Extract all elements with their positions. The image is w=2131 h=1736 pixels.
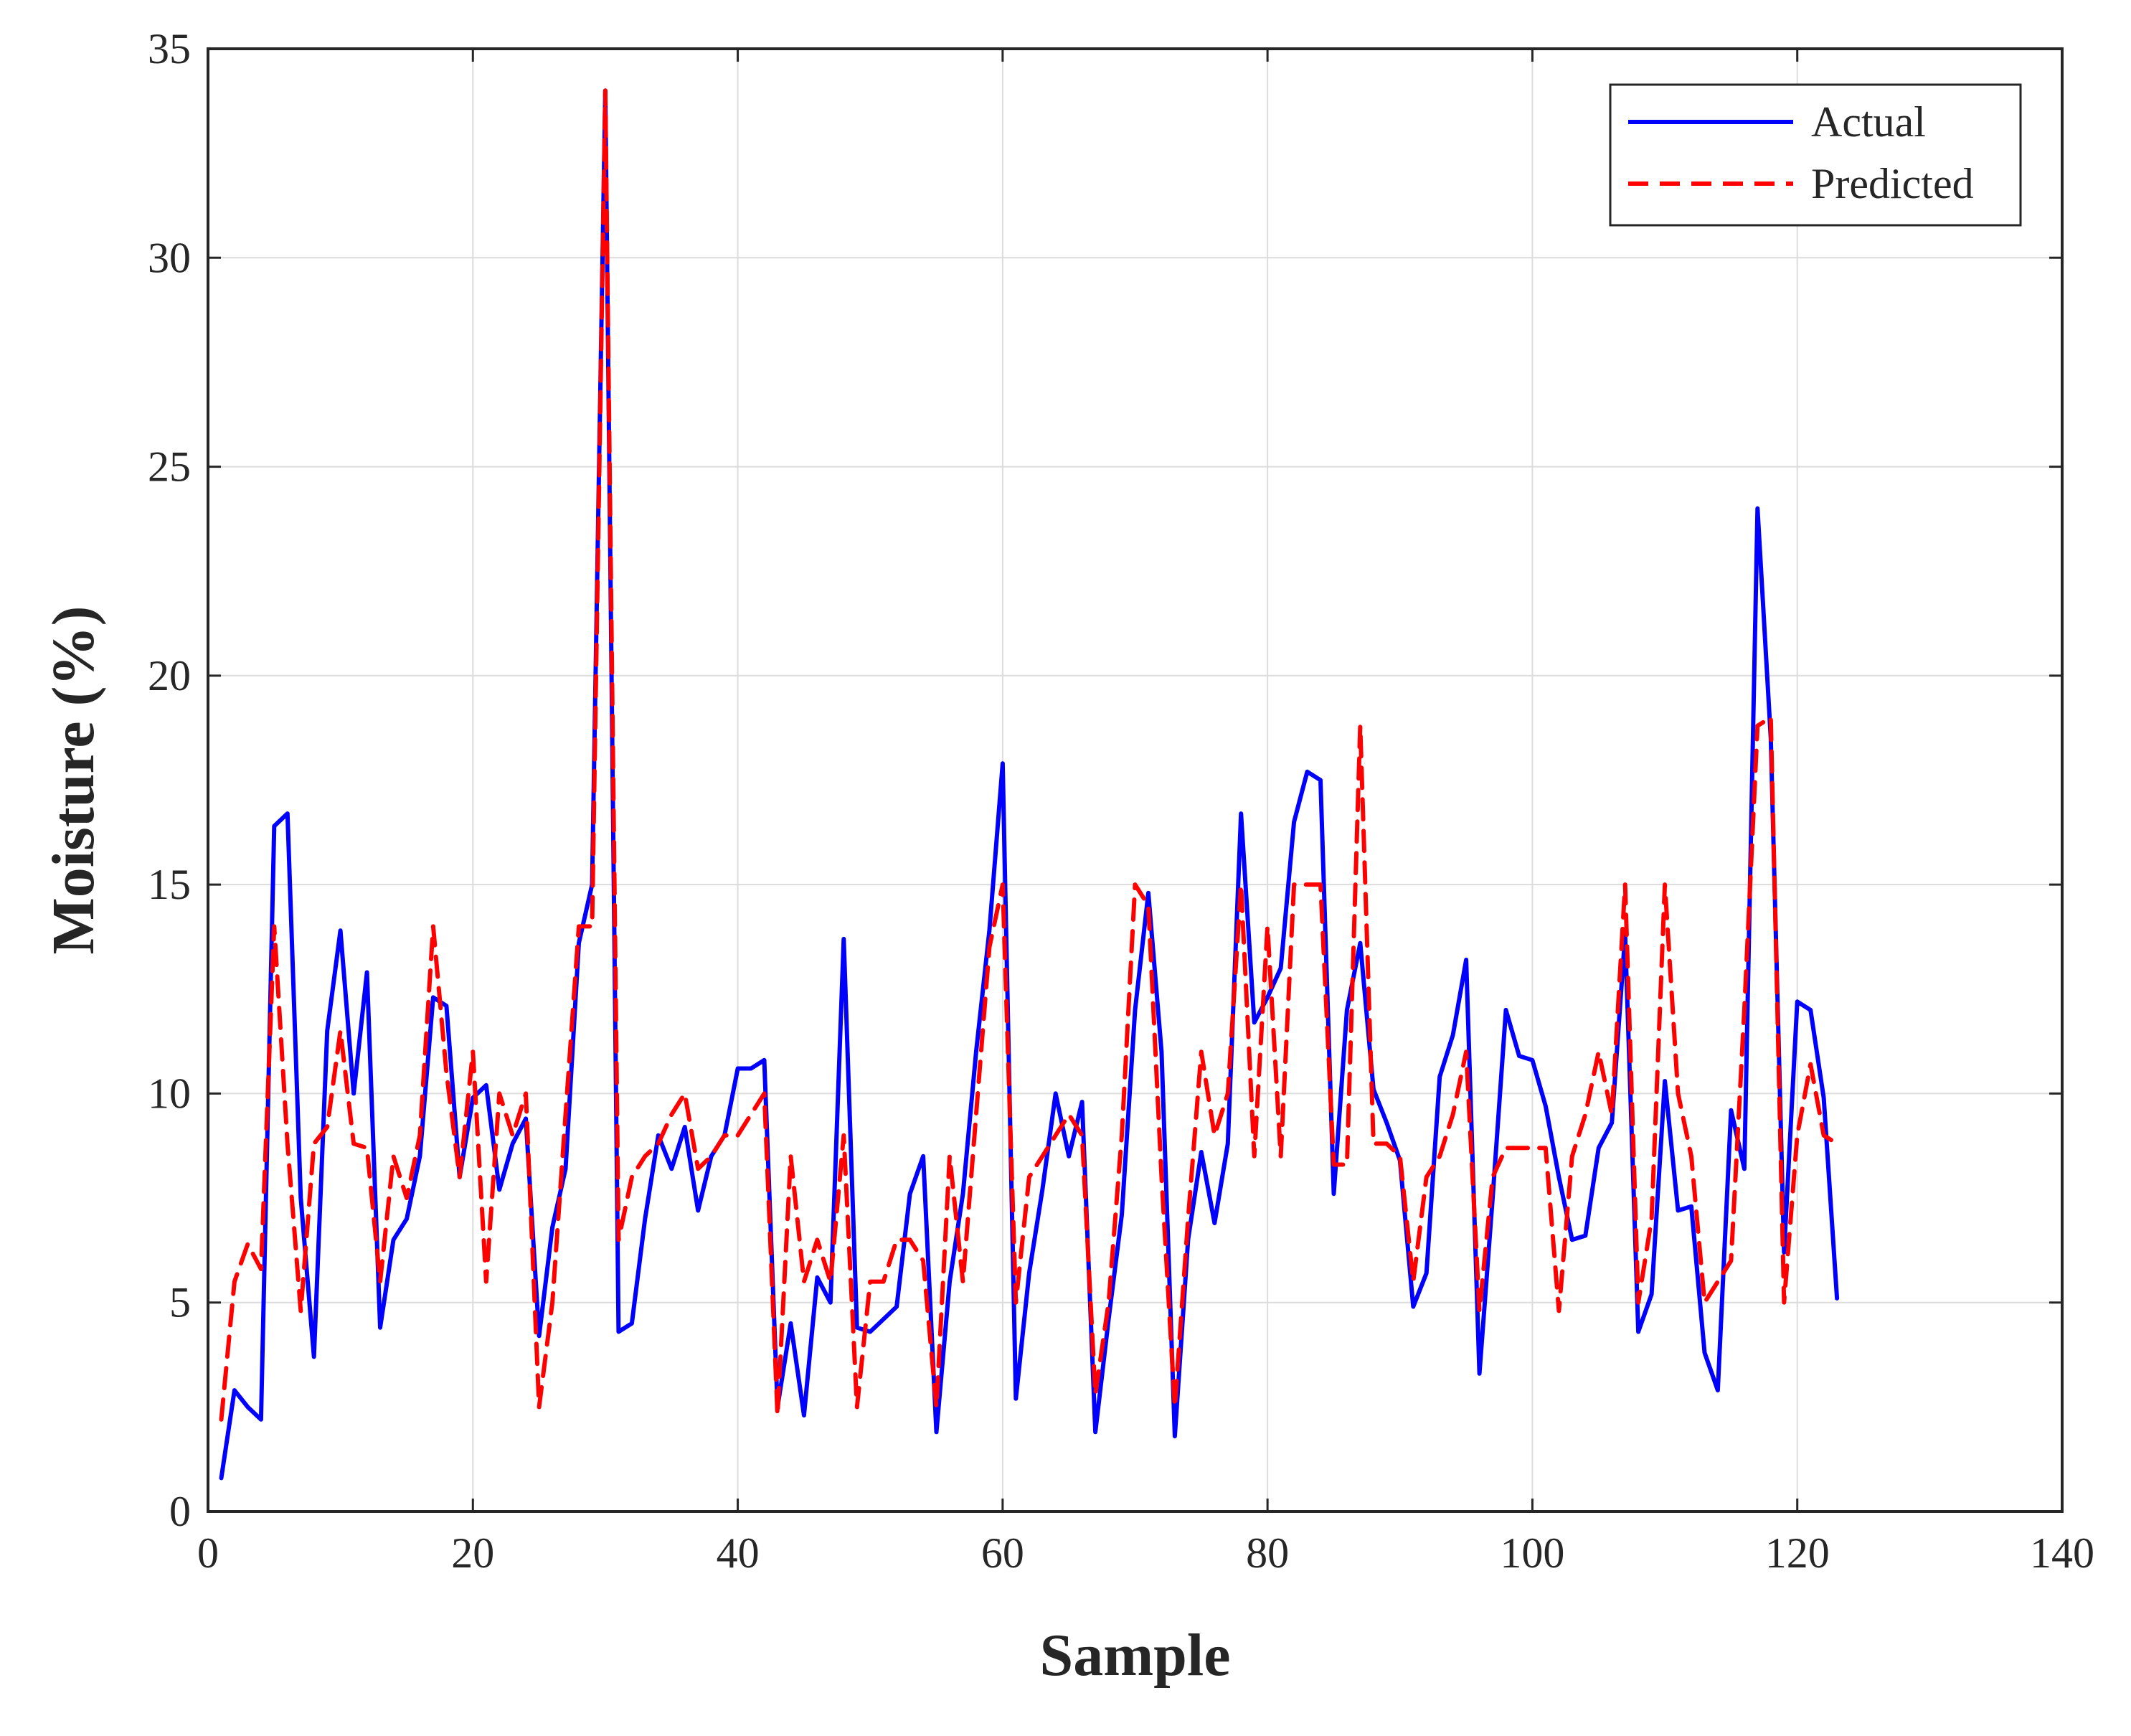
y-tick-label: 5 xyxy=(169,1279,191,1326)
x-tick-label: 140 xyxy=(2030,1529,2094,1577)
legend-label-predicted: Predicted xyxy=(1811,160,1974,207)
y-tick-label: 30 xyxy=(148,234,191,281)
y-tick-label: 10 xyxy=(148,1070,191,1117)
y-tick-label: 35 xyxy=(148,25,191,72)
x-tick-label: 100 xyxy=(1500,1529,1564,1577)
plot-frame xyxy=(207,47,2064,1513)
y-tick-label: 15 xyxy=(148,861,191,908)
legend: Actual Predicted xyxy=(1609,83,2022,227)
x-tick-label: 20 xyxy=(451,1529,494,1577)
x-axis-label: Sample xyxy=(1039,1622,1230,1689)
y-tick-label: 20 xyxy=(148,652,191,699)
y-axis-label: Moisture (%) xyxy=(40,606,107,955)
legend-box xyxy=(1609,83,2022,227)
tick-labels: 0 20 40 60 80 100 120 140 0 5 10 15 20 25 30 35 xyxy=(148,25,2094,1577)
axis-ticks xyxy=(207,47,2064,1513)
y-tick-label: 25 xyxy=(148,443,191,491)
x-tick-label: 60 xyxy=(981,1529,1024,1577)
x-tick-label: 80 xyxy=(1246,1529,1289,1577)
series-lines xyxy=(219,88,1840,1481)
x-tick-label: 120 xyxy=(1765,1529,1830,1577)
y-tick-label: 0 xyxy=(169,1488,191,1535)
x-tick-label: 40 xyxy=(717,1529,760,1577)
x-tick-label: 0 xyxy=(197,1529,219,1577)
legend-label-actual: Actual xyxy=(1811,98,1926,146)
series-line-predicted xyxy=(219,88,1840,1422)
